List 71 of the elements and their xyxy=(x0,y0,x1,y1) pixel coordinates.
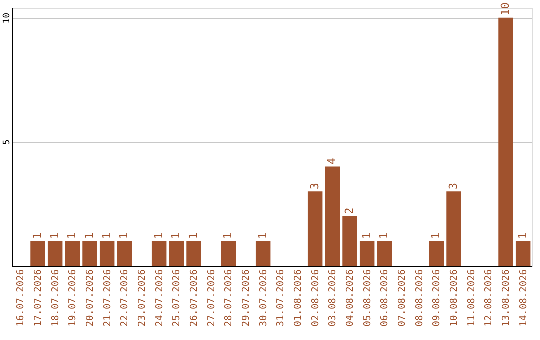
bar xyxy=(516,241,531,266)
bar xyxy=(186,241,202,266)
x-tick-label: 30.07.2026 xyxy=(258,269,270,327)
x-tick-label: 02.08.2026 xyxy=(310,269,322,327)
bar xyxy=(498,18,514,266)
bar xyxy=(446,192,462,266)
x-tick-label: 24.07.2026 xyxy=(154,269,166,327)
data-label: 1 xyxy=(83,232,96,240)
data-label: 1 xyxy=(170,232,183,240)
data-label: 1 xyxy=(378,232,391,240)
bar xyxy=(100,241,115,266)
data-label: 1 xyxy=(152,232,166,240)
x-tick-label: 31.07.2026 xyxy=(276,269,287,327)
bar xyxy=(169,241,184,266)
bar xyxy=(429,241,444,266)
x-tick-label: 19.07.2026 xyxy=(68,269,79,327)
x-tick-label: 12.08.2026 xyxy=(484,269,495,327)
bar xyxy=(325,166,340,266)
bar xyxy=(377,241,392,266)
x-tick-label: 05.08.2026 xyxy=(362,269,374,327)
x-tick-label: 01.08.2026 xyxy=(293,269,304,327)
bar xyxy=(308,192,323,266)
data-label: 3 xyxy=(447,182,460,190)
x-tick-label: 26.07.2026 xyxy=(189,269,200,327)
x-tick-label: 07.08.2026 xyxy=(397,269,408,327)
x-tick-label: 16.07.2026 xyxy=(16,269,27,327)
data-label: 1 xyxy=(48,232,62,240)
bar xyxy=(48,241,63,266)
x-tick-label: 23.07.2026 xyxy=(137,269,148,327)
bar xyxy=(82,241,98,266)
data-label: 1 xyxy=(118,232,131,240)
x-tick-label: 18.07.2026 xyxy=(50,269,62,327)
data-label: 1 xyxy=(430,232,443,240)
bar xyxy=(256,241,271,266)
x-tick-label: 17.07.2026 xyxy=(33,269,44,327)
bar xyxy=(360,241,375,266)
data-label: 1 xyxy=(222,232,235,240)
data-label: 1 xyxy=(360,232,374,240)
x-tick-label: 11.08.2026 xyxy=(466,269,478,327)
x-tick-label: 10.08.2026 xyxy=(449,269,460,327)
x-tick-label: 28.07.2026 xyxy=(224,269,235,327)
data-label: 1 xyxy=(100,232,114,240)
x-tick-label: 09.08.2026 xyxy=(432,269,443,327)
x-tick-label: 14.08.2026 xyxy=(518,269,530,327)
x-tick-label: 27.07.2026 xyxy=(206,269,218,327)
data-label: 2 xyxy=(343,208,356,214)
bar xyxy=(342,216,358,266)
x-tick-label: 03.08.2026 xyxy=(328,269,339,327)
data-label: 1 xyxy=(516,232,530,240)
data-label: 10 xyxy=(499,2,512,16)
data-label: 4 xyxy=(326,158,339,165)
x-tick-label: 08.08.2026 xyxy=(414,269,426,327)
bar xyxy=(30,241,46,266)
data-label: 1 xyxy=(66,232,79,240)
data-label: 1 xyxy=(31,232,44,240)
bar xyxy=(221,241,236,266)
data-label: 1 xyxy=(187,232,200,240)
x-tick-label: 20.07.2026 xyxy=(85,269,96,327)
x-tick-label: 04.08.2026 xyxy=(345,269,356,327)
x-tick-label: 22.07.2026 xyxy=(120,269,131,327)
x-tick-label: 21.07.2026 xyxy=(102,269,114,327)
data-label: 1 xyxy=(256,232,270,240)
x-tick-label: 29.07.2026 xyxy=(241,269,252,327)
x-tick-label: 13.08.2026 xyxy=(501,269,512,327)
x-tick-label: 06.08.2026 xyxy=(380,269,391,327)
bar xyxy=(152,241,167,266)
data-label: 3 xyxy=(308,182,322,190)
bar xyxy=(65,241,80,266)
y-tick-label: 5 xyxy=(2,140,12,146)
bar xyxy=(117,241,132,266)
x-tick-label: 25.07.2026 xyxy=(172,269,183,327)
